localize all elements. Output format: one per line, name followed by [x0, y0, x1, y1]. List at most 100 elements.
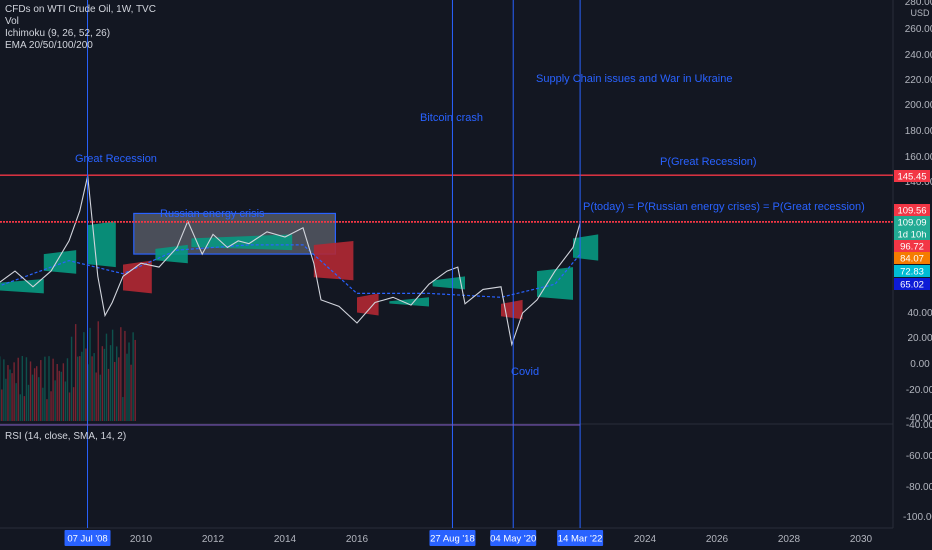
price-badge [894, 204, 930, 216]
time-tick-label: 2028 [778, 534, 801, 545]
price-badge-label: 1d 10h [897, 230, 926, 241]
date-marker-label: 14 Mar '22 [558, 534, 603, 545]
volume-bar [126, 353, 128, 421]
price-badge [894, 228, 930, 240]
time-tick-label: 2010 [130, 534, 153, 545]
volume-bar [66, 358, 69, 421]
price-tick-label: 20.00 [907, 333, 932, 344]
volume-bar [134, 339, 136, 421]
date-marker-badge [64, 530, 111, 546]
volume-bar [101, 346, 104, 421]
volume-bar [130, 364, 132, 421]
rsi-tick-label: -80.00 [906, 482, 932, 493]
volume-bar [15, 383, 17, 421]
price-badge-label: 65.02 [900, 280, 924, 291]
ichimoku-cloud-segment [43, 250, 77, 274]
volume-bar [132, 332, 134, 421]
time-tick-label: 2026 [706, 534, 729, 545]
price-badge-label: 109.09 [897, 218, 926, 229]
ichimoku-cloud-segment [432, 276, 465, 290]
volume-bar [91, 356, 93, 421]
symbol-title[interactable]: CFDs on WTI Crude Oil, 1W, TVC [5, 4, 156, 15]
volume-bar [118, 357, 120, 421]
volume-bar [35, 366, 38, 421]
price-axis-unit: USD [910, 8, 930, 18]
volume-bar [122, 397, 124, 421]
price-tick-label: -40.00 [906, 413, 932, 424]
date-marker-badge [490, 530, 537, 546]
volume-bar [77, 356, 79, 421]
price-badge-label: 109.56 [897, 206, 926, 217]
volume-bar [42, 387, 44, 421]
volume-bar [68, 392, 71, 421]
volume-indicator-label[interactable]: Vol [5, 16, 19, 27]
volume-bar [58, 370, 60, 421]
volume-bar [83, 332, 85, 421]
price-tick-label: 40.00 [907, 308, 932, 319]
volume-bar [19, 394, 21, 421]
volume-bar [72, 387, 75, 421]
volume-bar [11, 373, 13, 421]
supply-chain-annotation: Supply Chain issues and War in Ukraine [536, 73, 733, 85]
volume-bar [120, 327, 122, 421]
volume-bar [103, 348, 106, 421]
rsi-indicator-label[interactable]: RSI (14, close, SMA, 14, 2) [5, 431, 127, 442]
time-tick-label: 2024 [634, 534, 657, 545]
price-badge [894, 252, 930, 264]
p-today-annotation: P(today) = P(Russian energy crises) = P(… [583, 201, 865, 213]
volume-bar [27, 384, 30, 421]
volume-bar [109, 345, 112, 421]
volume-bar [25, 357, 28, 421]
ichimoku-indicator-label[interactable]: Ichimoku (9, 26, 52, 26) [5, 28, 111, 39]
date-marker-badge [429, 530, 476, 546]
price-tick-label: 260.00 [905, 24, 932, 35]
volume-bar [3, 359, 5, 421]
price-badge [894, 265, 930, 277]
great-recession-annotation: Great Recession [75, 153, 157, 165]
time-tick-label: 2016 [346, 534, 369, 545]
volume-bars [0, 321, 136, 421]
price-tick-label: 240.00 [905, 50, 932, 61]
price-badge-label: 84.07 [900, 254, 924, 265]
date-marker-badge [557, 530, 604, 546]
rsi-tick-label: -40.00 [906, 420, 932, 431]
volume-bar [97, 321, 99, 421]
date-marker-label: 27 Aug '18 [430, 534, 475, 545]
volume-bar [111, 329, 114, 421]
volume-bar [60, 371, 63, 421]
volume-bar [74, 324, 77, 421]
volume-bar [48, 356, 50, 421]
p-great-recession-annotation: P(Great Recession) [660, 156, 757, 168]
price-tick-label: 140.00 [905, 177, 932, 188]
bitcoin-crash-annotation: Bitcoin crash [420, 112, 483, 124]
ichimoku-cloud-segment [389, 297, 429, 307]
price-badge [894, 216, 930, 228]
volume-bar [52, 358, 54, 421]
ichimoku-cloud-segment [573, 234, 599, 261]
volume-bar [21, 356, 24, 421]
volume-bar [124, 330, 126, 421]
volume-bar [17, 357, 19, 421]
volume-bar [54, 380, 56, 421]
volume-bar [56, 363, 58, 421]
ichimoku-cloud-segment [87, 221, 116, 268]
ichimoku-cloud-segment [313, 240, 354, 281]
volume-bar [116, 346, 118, 421]
volume-bar [44, 356, 46, 421]
date-marker-label: 04 May '20 [490, 534, 536, 545]
volume-bar [107, 368, 110, 421]
volume-bar [128, 342, 130, 421]
time-tick-label: 2014 [274, 534, 297, 545]
price-tick-label: 180.00 [905, 126, 932, 137]
time-tick-label: 2030 [850, 534, 873, 545]
price-badge-label: 145.45 [897, 172, 926, 183]
price-badge [894, 278, 930, 290]
volume-bar [33, 368, 36, 421]
ema-200-line [0, 244, 581, 298]
price-tick-label: 0.00 [910, 359, 930, 370]
price-badge-label: 96.72 [900, 242, 924, 253]
ema-indicator-label[interactable]: EMA 20/50/100/200 [5, 40, 93, 51]
